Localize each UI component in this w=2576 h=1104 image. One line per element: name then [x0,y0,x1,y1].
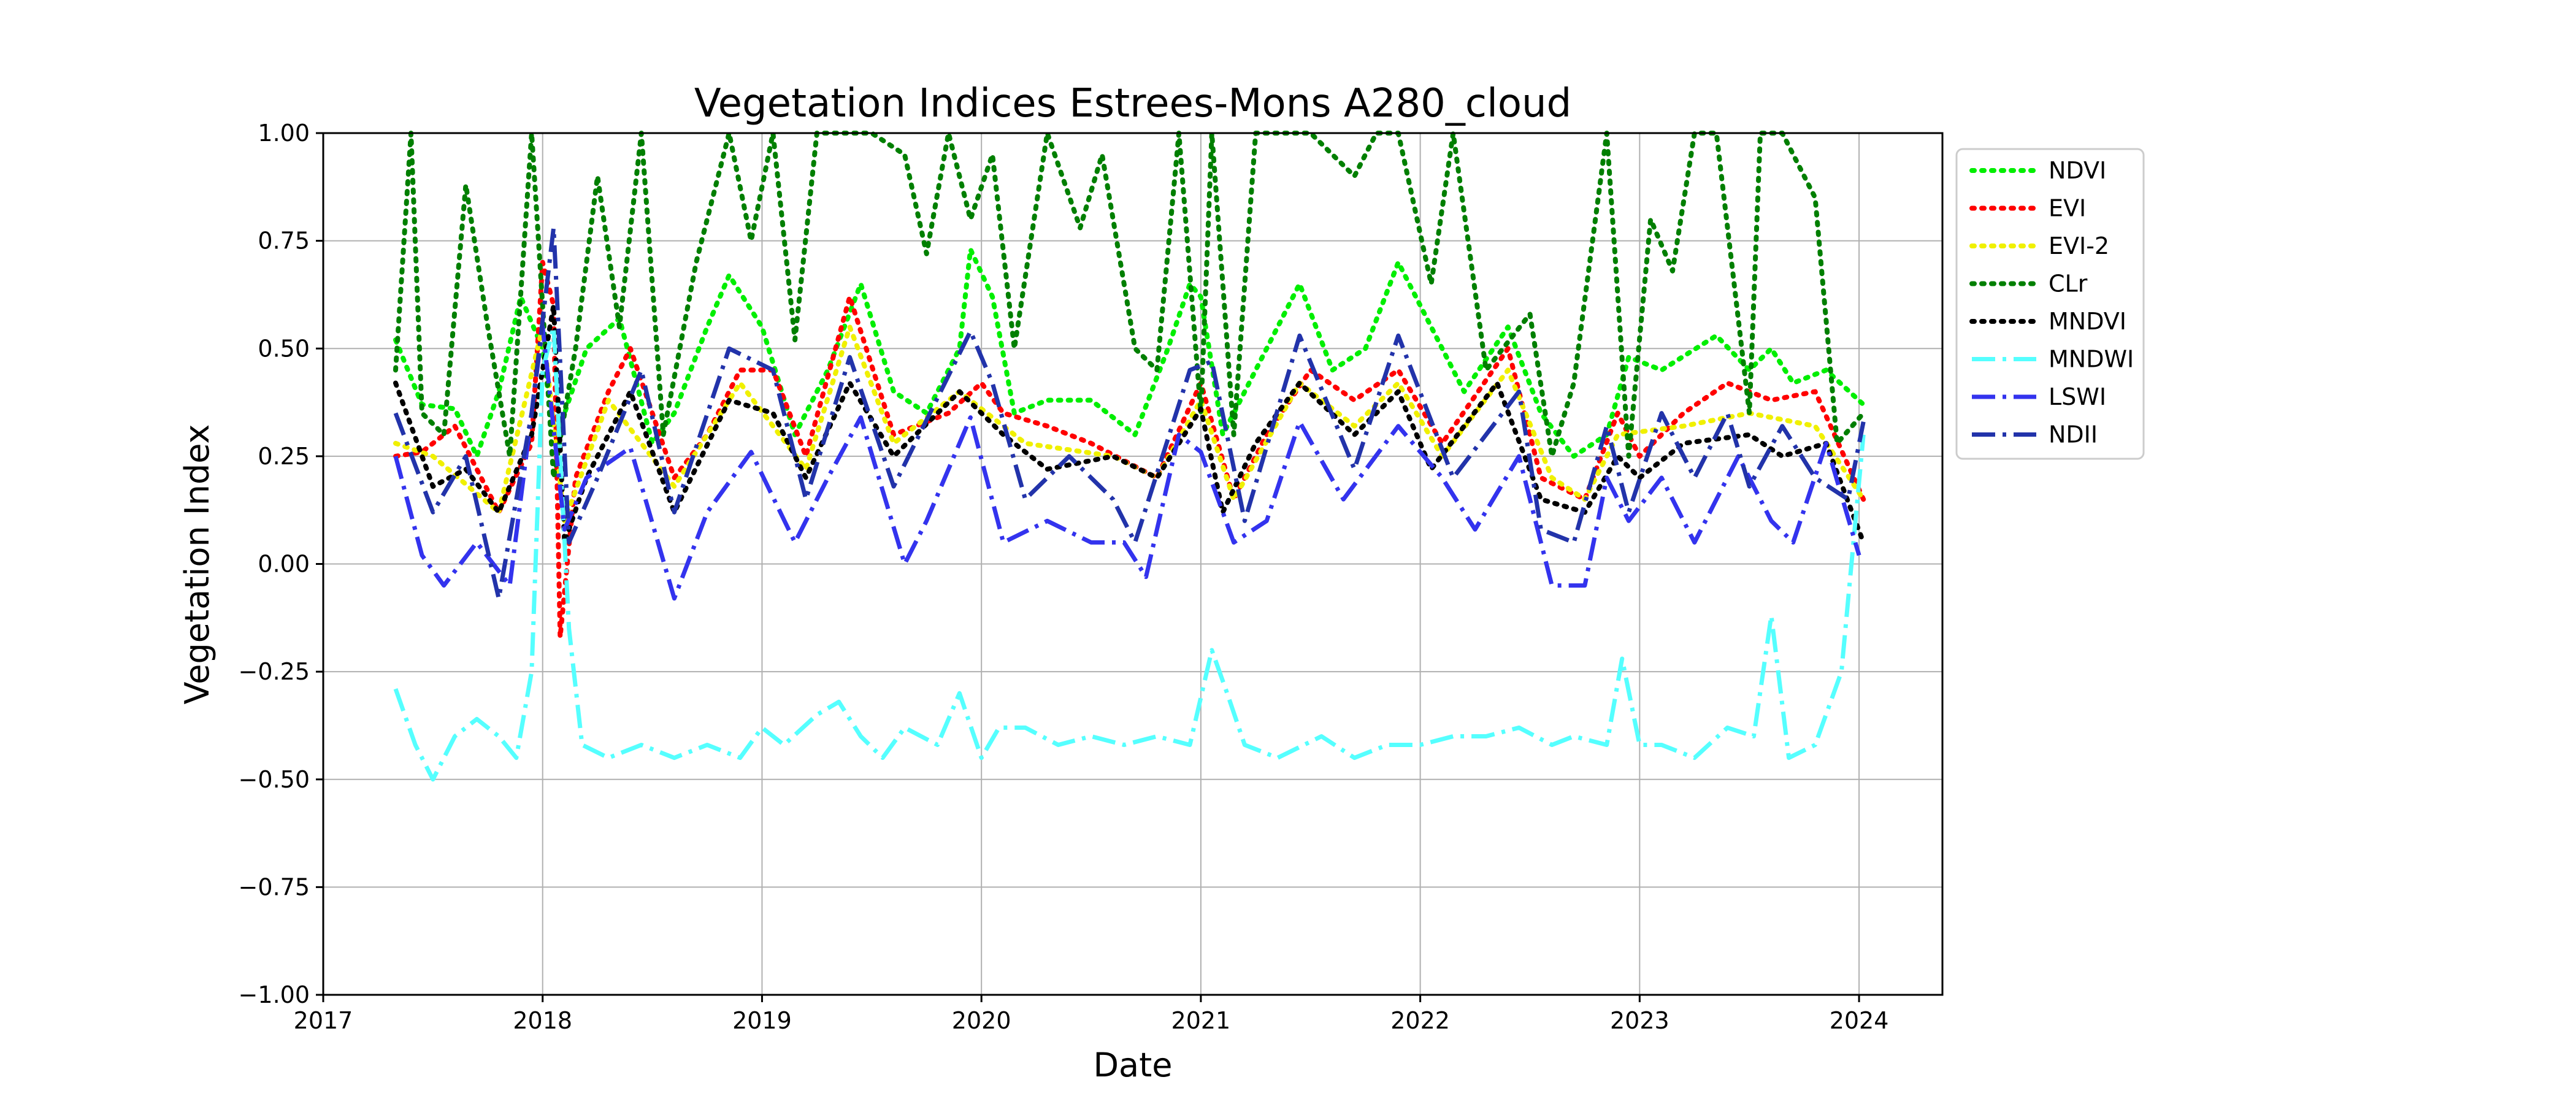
y-tick-label: 1.00 [258,120,310,147]
legend-item: CLr [1969,270,2088,297]
x-tick-label: 2024 [1830,1007,1889,1034]
x-tick-label: 2018 [513,1007,572,1034]
legend-item: MNDWI [1972,346,2134,373]
legend-box [1955,148,2145,460]
legend-label: MNDVI [2049,308,2126,335]
series-line-ndvi [393,247,1866,459]
legend-item: MNDVI [1969,308,2126,335]
axis-ticks: 2017 2018 2019 2020 2021 2022 2023 2024 −1.00 −0.… [239,120,1889,1034]
legend-label: CLr [2049,270,2088,297]
y-tick-label: 0.25 [258,443,310,470]
y-tick-label: 0.75 [258,228,310,255]
legend-label: EVI [2049,195,2086,222]
series-line-ndii [393,226,1866,601]
legend-label: EVI-2 [2049,232,2109,259]
y-tick-label: 0.50 [258,335,310,362]
legend-label: NDII [2049,421,2098,448]
x-tick-label: 2017 [294,1007,353,1034]
legend-item: NDII [1972,421,2098,448]
x-axis-title: Date [1093,1046,1172,1084]
x-tick-label: 2021 [1171,1007,1231,1034]
y-tick-label: −0.25 [239,658,310,685]
x-tick-label: 2023 [1610,1007,1669,1034]
legend: NDVI EVI EVI-2 CLr MNDVI MNDWI LSWI NDII [1955,148,2145,460]
y-tick-label: 0.00 [258,551,310,578]
series-line-lswi [393,324,1861,601]
x-tick-label: 2022 [1390,1007,1450,1034]
x-tick-label: 2020 [952,1007,1011,1034]
legend-item: EVI-2 [1969,232,2109,259]
legend-item: LSWI [1972,383,2106,410]
y-tick-label: −0.50 [239,766,310,793]
chart-title: Vegetation Indices Estrees-Mons A280_clo… [694,81,1571,126]
legend-label: LSWI [2049,383,2106,410]
y-axis-title: Vegetation Index [178,424,217,705]
legend-item: EVI [1969,195,2086,222]
series-line-clr [393,131,1866,480]
series-line-mndvi [393,303,1866,545]
legend-label: NDVI [2049,157,2106,184]
legend-item: NDVI [1969,157,2106,184]
legend-label: MNDWI [2049,346,2134,373]
series-group [393,131,1866,782]
series-line-evi-2 [393,324,1866,524]
y-tick-label: −0.75 [239,873,310,900]
y-tick-label: −1.00 [239,981,310,1008]
x-tick-label: 2019 [732,1007,792,1034]
